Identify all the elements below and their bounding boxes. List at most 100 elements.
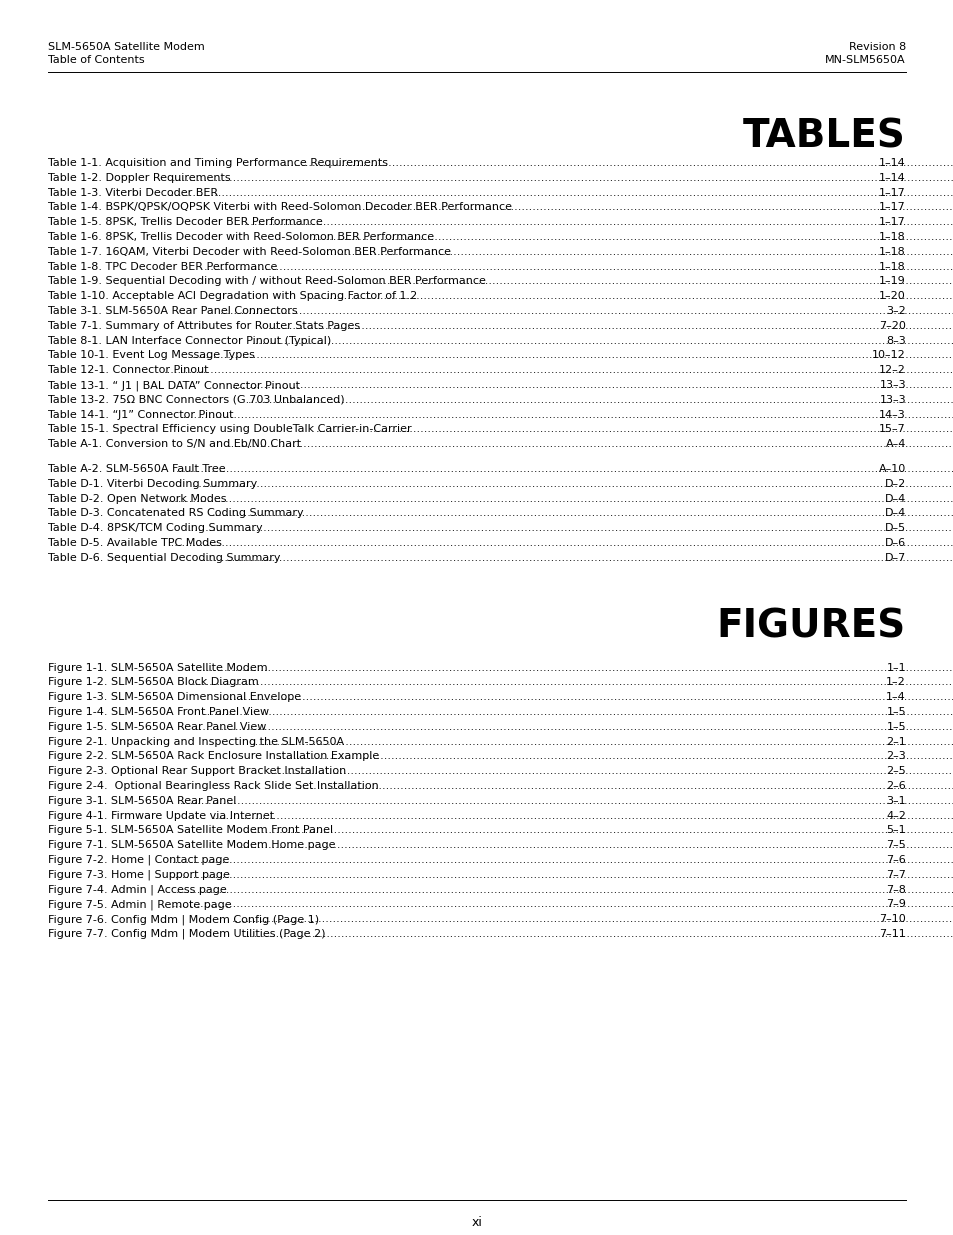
Text: ................................................................................: ........................................… <box>244 929 953 939</box>
Text: ................................................................................: ........................................… <box>195 663 953 673</box>
Text: ................................................................................: ........................................… <box>188 524 953 534</box>
Text: 2–6: 2–6 <box>885 781 905 790</box>
Text: 13–3: 13–3 <box>879 395 905 405</box>
Text: Figure 1-5. SLM-5650A Rear Panel View: Figure 1-5. SLM-5650A Rear Panel View <box>48 721 266 732</box>
Text: Figure 7-3. Home | Support page: Figure 7-3. Home | Support page <box>48 869 230 881</box>
Text: Figure 7-7. Config Mdm | Modem Utilities (Page 2): Figure 7-7. Config Mdm | Modem Utilities… <box>48 929 325 940</box>
Text: Figure 1-1. SLM-5650A Satellite Modem: Figure 1-1. SLM-5650A Satellite Modem <box>48 663 268 673</box>
Text: ................................................................................: ........................................… <box>312 232 953 242</box>
Text: Table 3-1. SLM-5650A Rear Panel Connectors: Table 3-1. SLM-5650A Rear Panel Connecto… <box>48 306 301 316</box>
Text: Table 14-1. “J1” Connector Pinout: Table 14-1. “J1” Connector Pinout <box>48 410 233 420</box>
Text: Table D-2. Open Network Modes: Table D-2. Open Network Modes <box>48 494 230 504</box>
Text: Figure 7-6. Config Mdm | Modem Config (Page 1): Figure 7-6. Config Mdm | Modem Config (P… <box>48 914 319 925</box>
Text: ................................................................................: ........................................… <box>192 479 953 489</box>
Text: ................................................................................: ........................................… <box>164 366 953 375</box>
Text: Figure 3-1. SLM-5650A Rear Panel: Figure 3-1. SLM-5650A Rear Panel <box>48 795 239 805</box>
Text: ................................................................................: ........................................… <box>312 291 953 301</box>
Text: ................................................................................: ........................................… <box>244 217 953 227</box>
Text: ................................................................................: ........................................… <box>172 869 953 879</box>
Text: Table 13-2. 75Ω BNC Connectors (G.703 Unbalanced): Table 13-2. 75Ω BNC Connectors (G.703 Un… <box>48 395 348 405</box>
Text: Figure 5-1. SLM-5650A Satellite Modem Front Panel: Figure 5-1. SLM-5650A Satellite Modem Fr… <box>48 825 333 835</box>
Text: Figure 2-1. Unpacking and Inspecting the SLM-5650A: Figure 2-1. Unpacking and Inspecting the… <box>48 736 347 747</box>
Text: ................................................................................: ........................................… <box>192 678 953 688</box>
Text: D–5: D–5 <box>884 524 905 534</box>
Text: 1–5: 1–5 <box>885 721 905 732</box>
Text: ................................................................................: ........................................… <box>275 751 953 762</box>
Text: 1–17: 1–17 <box>879 203 905 212</box>
Text: A–4: A–4 <box>884 440 905 450</box>
Text: ................................................................................: ........................................… <box>240 840 953 850</box>
Text: ................................................................................: ........................................… <box>172 173 953 183</box>
Text: MN-SLM5650A: MN-SLM5650A <box>824 56 905 65</box>
Text: 1–20: 1–20 <box>879 291 905 301</box>
Text: Figure 2-2. SLM-5650A Rack Enclosure Installation Example: Figure 2-2. SLM-5650A Rack Enclosure Ins… <box>48 751 379 762</box>
Text: Table 1-3. Viterbi Decoder BER: Table 1-3. Viterbi Decoder BER <box>48 188 218 198</box>
Text: D–2: D–2 <box>883 479 905 489</box>
Text: ................................................................................: ........................................… <box>268 766 953 777</box>
Text: Table 7-1. Summary of Attributes for Router Stats Pages: Table 7-1. Summary of Attributes for Rou… <box>48 321 359 331</box>
Text: 13–3: 13–3 <box>879 380 905 390</box>
Text: Table A-2. SLM-5650A Fault Tree: Table A-2. SLM-5650A Fault Tree <box>48 464 229 474</box>
Text: ................................................................................: ........................................… <box>319 247 953 257</box>
Text: 1–14: 1–14 <box>879 173 905 183</box>
Text: Table D-6. Sequential Decoding Summary: Table D-6. Sequential Decoding Summary <box>48 553 280 563</box>
Text: ................................................................................: ........................................… <box>192 351 953 361</box>
Text: ................................................................................: ........................................… <box>195 721 953 732</box>
Text: Table D-5. Available TPC Modes: Table D-5. Available TPC Modes <box>48 538 222 548</box>
Text: D–7: D–7 <box>883 553 905 563</box>
Text: ................................................................................: ........................................… <box>284 158 953 168</box>
Text: ................................................................................: ........................................… <box>180 795 953 805</box>
Text: 2–1: 2–1 <box>885 736 905 747</box>
Text: 3–1: 3–1 <box>885 795 905 805</box>
Text: SLM-5650A Satellite Modem: SLM-5650A Satellite Modem <box>48 42 205 52</box>
Text: Table 10-1. Event Log Message Types: Table 10-1. Event Log Message Types <box>48 351 258 361</box>
Text: Table 12-1. Connector Pinout: Table 12-1. Connector Pinout <box>48 366 212 375</box>
Text: ................................................................................: ........................................… <box>244 825 953 835</box>
Text: ................................................................................: ........................................… <box>204 706 953 718</box>
Text: Table 1-5. 8PSK, Trellis Decoder BER Performance: Table 1-5. 8PSK, Trellis Decoder BER Per… <box>48 217 326 227</box>
Text: 7–7: 7–7 <box>885 869 905 879</box>
Text: Figure 7-5. Admin | Remote page: Figure 7-5. Admin | Remote page <box>48 899 232 910</box>
Text: ................................................................................: ........................................… <box>175 464 953 474</box>
Text: Table 1-2. Doppler Requirements: Table 1-2. Doppler Requirements <box>48 173 231 183</box>
Text: Table 1-7. 16QAM, Viterbi Decoder with Reed-Solomon BER Performance: Table 1-7. 16QAM, Viterbi Decoder with R… <box>48 247 454 257</box>
Text: 1–4: 1–4 <box>885 692 905 703</box>
Text: ................................................................................: ........................................… <box>172 855 953 864</box>
Text: 15–7: 15–7 <box>879 425 905 435</box>
Text: ................................................................................: ........................................… <box>215 692 953 703</box>
Text: 8–3: 8–3 <box>885 336 905 346</box>
Text: 1–5: 1–5 <box>885 706 905 718</box>
Text: 7–11: 7–11 <box>879 929 905 939</box>
Text: Figure 7-4. Admin | Access page: Figure 7-4. Admin | Access page <box>48 884 230 895</box>
Text: 7–20: 7–20 <box>879 321 905 331</box>
Text: Table 15-1. Spectral Efficiency using DoubleTalk Carrier-in-Carrier: Table 15-1. Spectral Efficiency using Do… <box>48 425 411 435</box>
Text: ................................................................................: ........................................… <box>200 553 953 563</box>
Text: Table of Contents: Table of Contents <box>48 56 145 65</box>
Text: 1–17: 1–17 <box>879 217 905 227</box>
Text: ................................................................................: ........................................… <box>168 188 953 198</box>
Text: 1–18: 1–18 <box>879 262 905 272</box>
Text: Table 1-10. Acceptable ACI Degradation with Spacing Factor of 1.2: Table 1-10. Acceptable ACI Degradation w… <box>48 291 420 301</box>
Text: A–10: A–10 <box>878 464 905 474</box>
Text: 3–2: 3–2 <box>885 306 905 316</box>
Text: Figure 2-3. Optional Rear Support Bracket Installation: Figure 2-3. Optional Rear Support Bracke… <box>48 766 350 777</box>
Text: Table 1-4. BSPK/QPSK/OQPSK Viterbi with Reed-Solomon Decoder BER Performance: Table 1-4. BSPK/QPSK/OQPSK Viterbi with … <box>48 203 512 212</box>
Text: Figure 1-3. SLM-5650A Dimensional Envelope: Figure 1-3. SLM-5650A Dimensional Envelo… <box>48 692 301 703</box>
Text: Figure 7-2. Home | Contact page: Figure 7-2. Home | Contact page <box>48 855 229 866</box>
Text: FIGURES: FIGURES <box>716 608 905 646</box>
Text: ................................................................................: ........................................… <box>175 884 953 894</box>
Text: 12–2: 12–2 <box>879 366 905 375</box>
Text: ................................................................................: ........................................… <box>168 494 953 504</box>
Text: 7–9: 7–9 <box>885 899 905 909</box>
Text: Table 8-1. LAN Interface Connector Pinout (Typical): Table 8-1. LAN Interface Connector Pinou… <box>48 336 331 346</box>
Text: 1–17: 1–17 <box>879 188 905 198</box>
Text: 7–8: 7–8 <box>885 884 905 894</box>
Text: Figure 2-4.  Optional Bearingless Rack Slide Set Installation: Figure 2-4. Optional Bearingless Rack Sl… <box>48 781 382 790</box>
Text: xi: xi <box>471 1216 482 1229</box>
Text: D–6: D–6 <box>884 538 905 548</box>
Text: Figure 1-4. SLM-5650A Front Panel View: Figure 1-4. SLM-5650A Front Panel View <box>48 706 273 718</box>
Text: D–4: D–4 <box>883 509 905 519</box>
Text: Table D-4. 8PSK/TCM Coding Summary: Table D-4. 8PSK/TCM Coding Summary <box>48 524 266 534</box>
Text: Table A-1. Conversion to S/N and Eb/N0 Chart: Table A-1. Conversion to S/N and Eb/N0 C… <box>48 440 304 450</box>
Text: 1–14: 1–14 <box>879 158 905 168</box>
